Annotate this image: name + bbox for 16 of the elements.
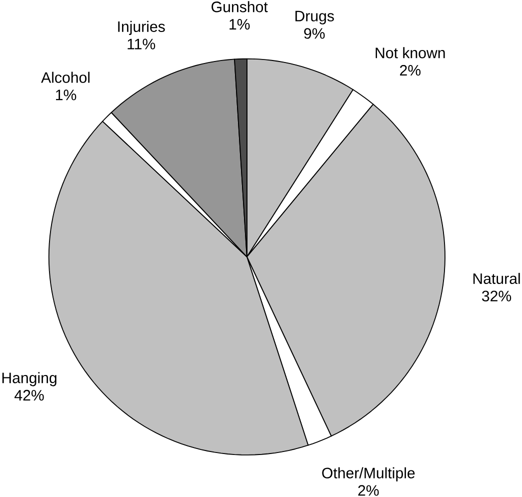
data-label: 2% [358,485,379,496]
slice-label: Gunshot [212,1,268,12]
slice-label: Injuries [118,20,165,36]
slice-label: Drugs [295,10,334,24]
data-label: 9% [304,28,325,39]
data-label: 42% [14,390,44,401]
data-label: 32% [482,290,512,302]
slice-label: Alcohol [41,72,90,83]
slice-label: Not known [376,47,445,58]
slice-label: Natural [473,272,520,284]
slice-label: Hanging [2,372,56,386]
data-label: 2% [400,65,421,76]
data-label: 11% [128,38,156,50]
data-label: 1% [56,90,76,100]
data-label: 1% [230,19,250,30]
slice-label: Other/Multiple [322,467,415,482]
